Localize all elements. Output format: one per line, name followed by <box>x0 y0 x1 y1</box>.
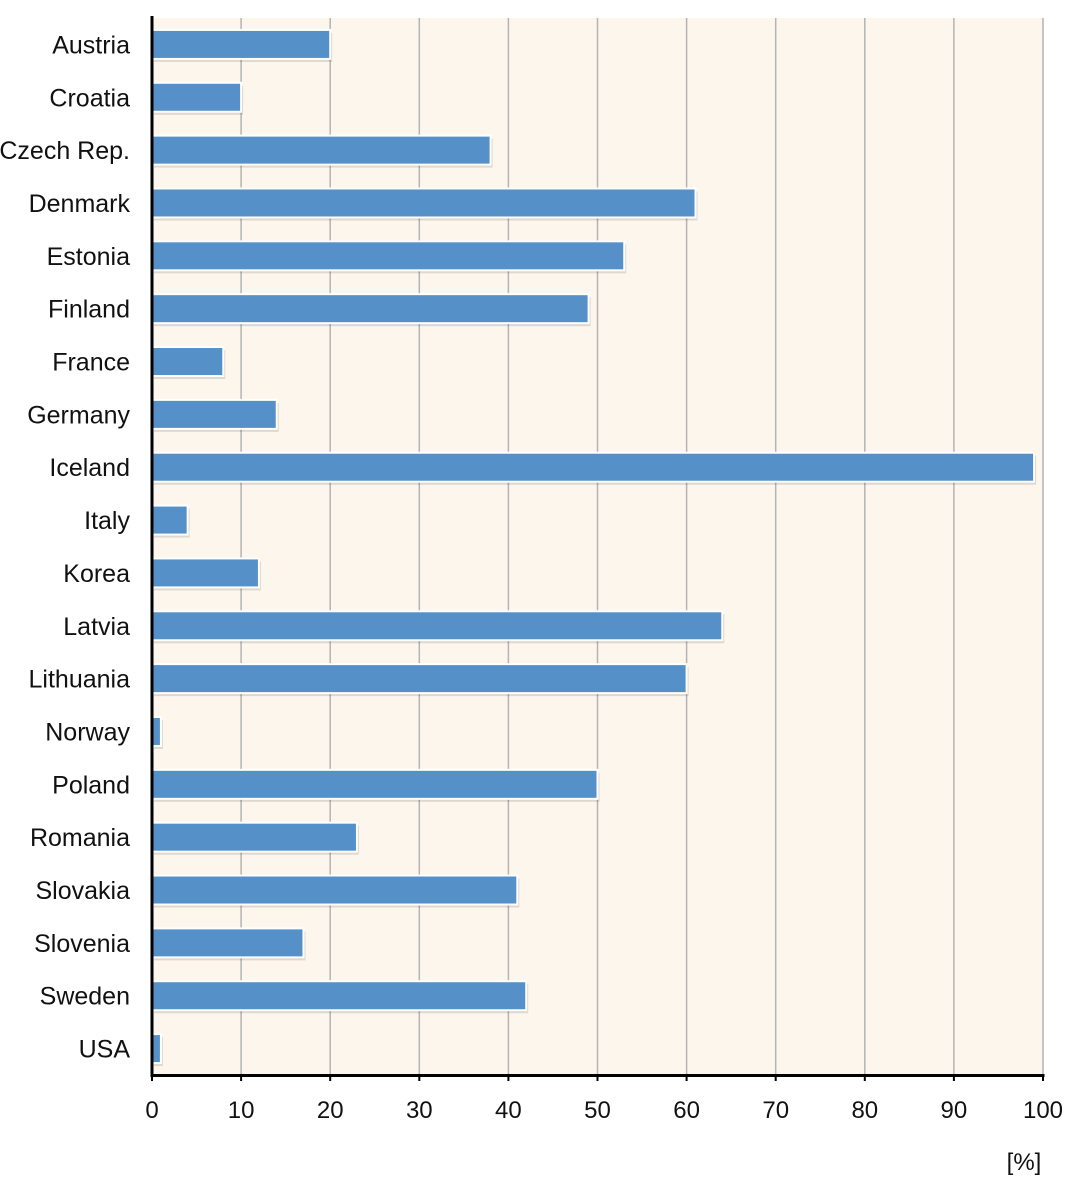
y-axis-labels: Austria Croatia Czech Rep. Denmark Estonia Fi… <box>0 31 130 1063</box>
x-tick-label: 20 <box>317 1097 344 1124</box>
y-category-label: France <box>52 349 130 377</box>
bar-austria <box>151 28 332 60</box>
x-tick-label: 80 <box>851 1097 878 1124</box>
y-category-label: Romania <box>30 824 130 852</box>
y-category-label: Iceland <box>49 454 130 482</box>
bars <box>151 28 1037 1067</box>
y-category-label: Slovenia <box>34 930 130 958</box>
bar-denmark <box>151 187 697 219</box>
x-tick-label: 100 <box>1023 1097 1063 1124</box>
y-category-label: Italy <box>84 507 130 535</box>
y-category-label: Latvia <box>63 613 130 641</box>
x-tick-label: 30 <box>406 1097 433 1124</box>
bar-sweden <box>151 980 528 1012</box>
y-category-label: Germany <box>27 401 130 429</box>
bar-lithuania <box>151 663 688 695</box>
y-category-label: Estonia <box>47 243 130 271</box>
bar-italy <box>151 504 189 536</box>
x-tick-label: 10 <box>228 1097 255 1124</box>
bar-finland <box>151 293 590 325</box>
y-category-label: Denmark <box>29 190 131 218</box>
x-tick-label: 60 <box>673 1097 700 1124</box>
bar-france <box>151 346 225 378</box>
y-category-label: Sweden <box>40 983 130 1011</box>
bar-estonia <box>151 240 626 272</box>
bar-poland <box>151 768 599 800</box>
y-category-label: Czech Rep. <box>0 137 130 165</box>
x-axis-unit-label: [%] <box>1007 1149 1042 1176</box>
x-tick-label: 50 <box>584 1097 611 1124</box>
x-tick-label: 40 <box>495 1097 522 1124</box>
bar-romania <box>151 821 358 853</box>
y-category-label: Finland <box>48 296 130 324</box>
bar-czech-rep <box>151 134 492 166</box>
bar-latvia <box>151 610 724 642</box>
y-category-label: Lithuania <box>29 666 131 694</box>
y-category-label: Poland <box>52 771 130 799</box>
y-category-label: Austria <box>52 31 130 59</box>
x-tick-label: 70 <box>762 1097 789 1124</box>
x-tick-label: 90 <box>941 1097 968 1124</box>
bar-germany <box>151 398 278 430</box>
bar-iceland <box>151 451 1036 483</box>
y-category-label: USA <box>79 1036 131 1064</box>
bar-korea <box>151 557 260 589</box>
y-category-label: Slovakia <box>36 877 131 905</box>
y-category-label: Croatia <box>49 84 130 112</box>
y-category-label: Norway <box>45 718 130 746</box>
bar-slovenia <box>151 927 305 959</box>
y-category-label: Korea <box>63 560 130 588</box>
bar-slovakia <box>151 874 519 906</box>
bar-croatia <box>151 81 243 113</box>
x-tick-label: 0 <box>145 1097 158 1124</box>
x-axis-ticks: 0 10 20 30 40 50 60 70 80 90 100 <box>145 1075 1063 1124</box>
